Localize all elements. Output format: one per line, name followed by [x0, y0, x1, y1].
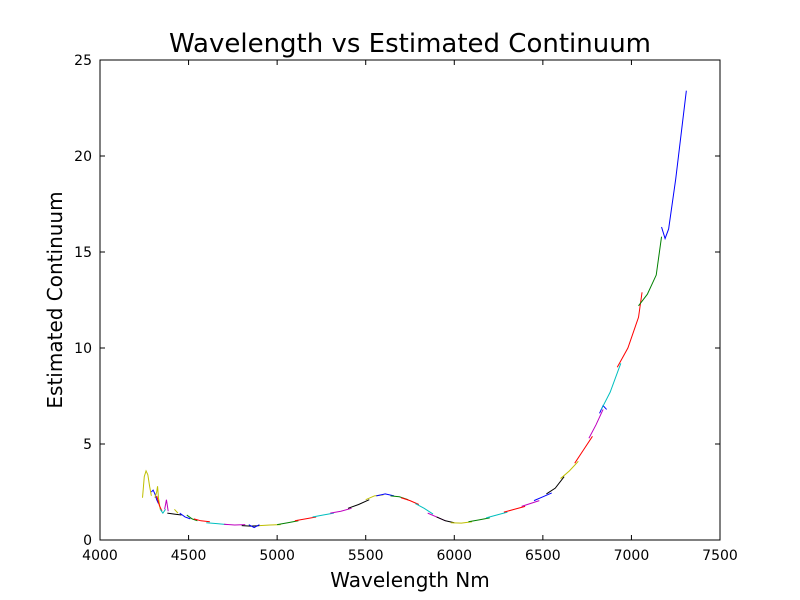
- series-line-36: [574, 436, 593, 464]
- ticks: 4000 4500 5000 5500 6000 6500 7000 7500 0 5 10 15 20…: [74, 53, 738, 564]
- series-line-8: [179, 512, 191, 520]
- series-line-16: [277, 520, 299, 526]
- series-line-18: [312, 512, 334, 518]
- series-line-12: [223, 523, 246, 526]
- series-line-17: [294, 516, 317, 522]
- series-line-41: [638, 236, 663, 307]
- series-line-33: [533, 492, 552, 502]
- series-line-0: [142, 469, 152, 498]
- series-line-27: [436, 516, 455, 524]
- series-line-24: [400, 497, 420, 505]
- series-line-30: [486, 511, 508, 519]
- series-line-2: [154, 486, 161, 510]
- series-line-14: [248, 524, 260, 529]
- y-tick-label: 5: [83, 437, 92, 453]
- series-line-40: [616, 292, 643, 368]
- series-line-22: [376, 493, 395, 497]
- series-line-9: [186, 514, 198, 522]
- x-tick-label: 4000: [82, 548, 118, 564]
- x-tick-label: 7500: [702, 548, 738, 564]
- y-axis-label: Estimated Continuum: [43, 191, 67, 408]
- series-line-1: [151, 489, 159, 504]
- series-line-21: [365, 494, 384, 501]
- series-line-42: [661, 90, 687, 241]
- x-tick-label: 6000: [436, 548, 472, 564]
- series-line-28: [450, 521, 473, 524]
- y-tick-label: 0: [83, 533, 92, 549]
- series-line-25: [415, 503, 434, 515]
- series-line-39: [600, 363, 622, 410]
- series-line-7: [174, 508, 179, 514]
- series-line-19: [330, 507, 352, 514]
- series-line-20: [347, 499, 370, 509]
- series-line-37: [588, 409, 604, 439]
- plot-lines: [142, 90, 687, 529]
- y-tick-label: 20: [74, 149, 92, 165]
- x-tick-label: 5000: [259, 548, 295, 564]
- x-tick-label: 5500: [348, 548, 384, 564]
- y-tick-label: 10: [74, 341, 92, 357]
- chart-title: Wavelength vs Estimated Continuum: [169, 29, 651, 59]
- series-line-4: [159, 508, 166, 514]
- series-line-34: [546, 476, 565, 495]
- y-tick-label: 25: [74, 53, 92, 69]
- y-tick-label: 15: [74, 245, 92, 261]
- x-tick-label: 4500: [171, 548, 207, 564]
- x-tick-label: 6500: [525, 548, 561, 564]
- series-line-5: [164, 499, 169, 512]
- x-axis-label: Wavelength Nm: [330, 568, 489, 592]
- series-line-15: [259, 524, 281, 527]
- series-line-6: [167, 512, 182, 516]
- series-line-31: [503, 505, 526, 513]
- series-line-29: [468, 517, 490, 523]
- x-tick-label: 7000: [614, 548, 650, 564]
- plot-frame: [99, 59, 721, 541]
- series-line-3: [156, 495, 163, 512]
- series-line-35: [560, 460, 579, 479]
- series-line-32: [521, 500, 540, 507]
- series-line-10: [193, 518, 210, 523]
